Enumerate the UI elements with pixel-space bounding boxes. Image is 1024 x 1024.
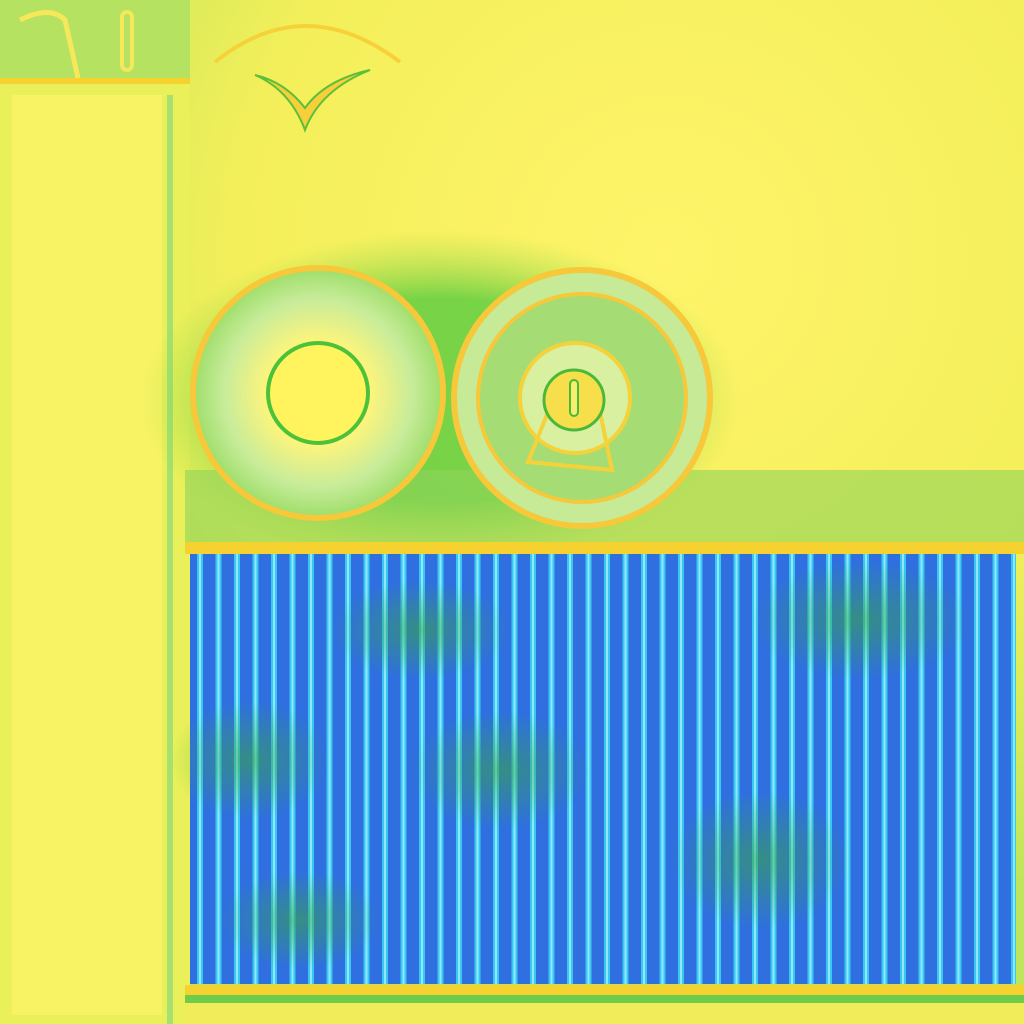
left-column-panel xyxy=(12,95,162,1015)
bottom-strip xyxy=(185,1003,1024,1024)
emblem-arc xyxy=(213,24,402,64)
grille-bottom-bar xyxy=(185,985,1024,995)
grille-top-bar xyxy=(185,542,1024,554)
grille-stains xyxy=(170,560,970,970)
grille-bottom-edge xyxy=(185,995,1024,1003)
left-dial-hole xyxy=(266,341,370,445)
bracket-shape xyxy=(18,10,81,79)
emblem-wings xyxy=(254,69,371,133)
slot-shape xyxy=(120,10,134,72)
left-top-bar xyxy=(0,78,190,84)
knob-pointer xyxy=(569,379,579,417)
left-top-block xyxy=(0,0,190,78)
